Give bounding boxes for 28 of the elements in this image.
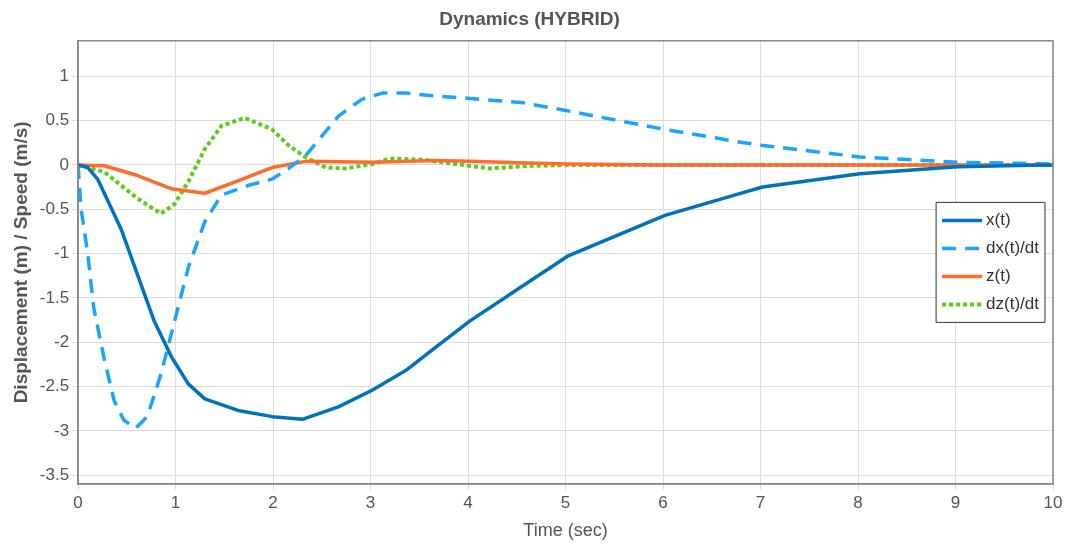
x-tick-label: 5 [560, 492, 571, 512]
y-tick-label: 1 [59, 65, 70, 85]
y-axis-title: Displacement (m) / Speed (m/s) [9, 121, 31, 404]
y-tick-label: -2.5 [39, 376, 70, 396]
x-tick-label: 10 [1043, 492, 1063, 512]
y-tick-label: -0.5 [39, 198, 70, 218]
x-tick-label: 9 [950, 492, 961, 512]
y-tick-label: -3 [53, 420, 70, 440]
y-tick-label: 0.5 [45, 110, 70, 130]
x-tick-label: 0 [73, 492, 83, 512]
y-tick-label: 0 [59, 154, 70, 174]
legend-label: x(t) [986, 210, 1011, 230]
chart-title: Dynamics (HYBRID) [439, 7, 620, 29]
legend-label: dx(t)/dt [986, 238, 1040, 258]
legend-label: dz(t)/dt [986, 294, 1040, 314]
y-tick-label: -2 [53, 331, 70, 351]
x-tick-label: 4 [463, 492, 473, 512]
x-tick-label: 8 [853, 492, 863, 512]
legend-label: z(t) [986, 266, 1011, 286]
x-axis-title: Time (sec) [523, 520, 608, 541]
y-tick-label: -1.5 [39, 287, 70, 307]
y-tick-label: -3.5 [39, 464, 70, 484]
x-tick-label: 1 [170, 492, 181, 512]
x-tick-label: 7 [755, 492, 766, 512]
y-tick-label: -1 [53, 243, 70, 263]
x-tick-label: 2 [268, 492, 278, 512]
x-tick-label: 6 [658, 492, 668, 512]
x-tick-label: 3 [365, 492, 376, 512]
